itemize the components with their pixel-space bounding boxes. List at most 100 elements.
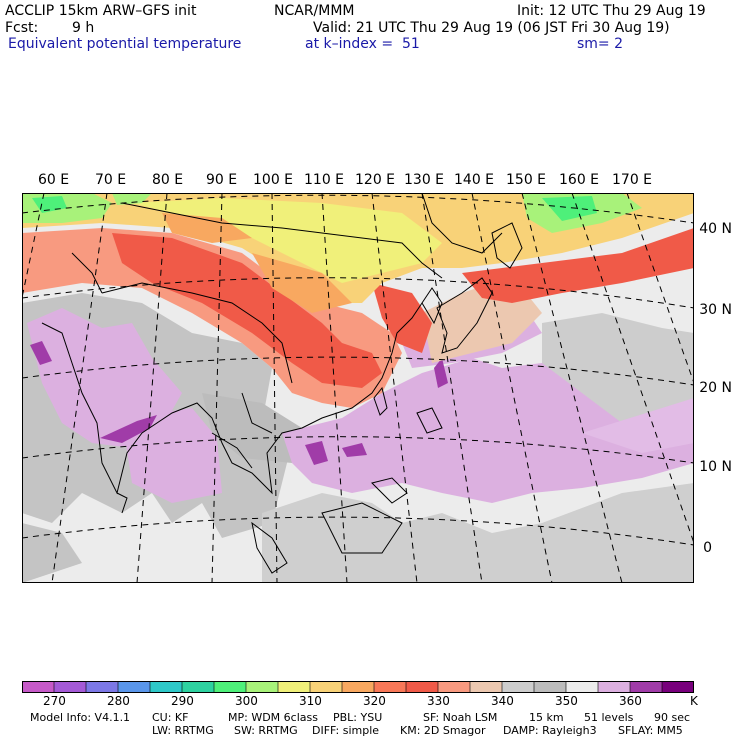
colorbar-cell [309,681,343,693]
colorbar-tick-label: 280 [107,694,130,708]
colorbar-cell [565,681,599,693]
purple-spot [434,358,448,388]
damp-scheme: DAMP: Rayleigh3 [503,724,597,737]
grey-region [202,393,302,463]
level-label: at k–index = 51 [305,36,420,52]
lavender-region [582,398,694,453]
model-info: Model Info: V4.1.1 [30,711,131,724]
mp-scheme: MP: WDM 6class [228,711,318,724]
coastline [373,386,388,416]
lavender-region [282,358,694,503]
border [121,202,443,279]
colorbar-cell [181,681,215,693]
purple-spot [30,341,52,365]
valid-time: Valid: 21 UTC Thu 29 Aug 19 (06 JST Fri … [313,20,670,36]
pbl-scheme: PBL: YSU [333,711,383,724]
border [101,282,293,384]
green-region [112,193,152,205]
colorbar-unit: K [690,694,698,708]
coastline [116,492,128,514]
colorbar-cell [149,681,183,693]
purple-spot [342,443,367,457]
lon-label: 110 E [304,172,345,188]
init-time: Init: 12 UTC Thu 29 Aug 19 [517,3,706,19]
coastline [371,477,408,504]
colorbar-cell [85,681,119,693]
lat-label: 20 N [699,380,732,396]
grey-region [262,483,694,583]
colorbar-cell [213,681,247,693]
red-core [112,233,382,388]
border [71,252,103,294]
border [421,193,503,254]
coastline [416,407,443,434]
colorbar-tick-label: 320 [363,694,386,708]
sw-scheme: SW: RRTMG [234,724,298,737]
colorbar-cell [277,681,311,693]
grid-spacing: 15 km [529,711,564,724]
fcst-value: 9 h [72,20,95,36]
coastline [251,521,288,574]
coastline [436,277,493,354]
latitude-line [22,194,694,224]
colorbar-tick-label: 300 [235,694,258,708]
time-step: 90 sec [654,711,691,724]
sflay-scheme: SFLAY: MM5 [618,724,683,737]
longitude-line [626,193,694,384]
colorbar-cell [533,681,567,693]
colorbar-cell [373,681,407,693]
lon-label: 160 E [559,172,600,188]
lat-label: 40 N [699,221,732,237]
border [211,432,253,469]
colorbar-tick-label: 330 [427,694,450,708]
lat-label: 30 N [699,302,732,318]
map-frame [22,193,694,583]
lon-label: 70 E [95,172,127,188]
longitude-line [521,193,623,583]
lon-label: 90 E [206,172,238,188]
lon-label: 100 E [253,172,294,188]
longitude-line [471,193,553,583]
purple-spot [305,441,328,465]
orange-region [162,213,252,243]
colorbar-tick-label: 360 [619,694,642,708]
colorbar-cell [405,681,439,693]
smooth-label: sm= 2 [577,36,624,52]
coastline [321,502,403,554]
coastline [421,287,443,325]
colorbar-cell [53,681,87,693]
colorbar-tick-label: 350 [555,694,578,708]
border [241,392,273,434]
colorbar-cell [661,681,694,693]
graticule [22,193,694,583]
colorbar-tick-label: 290 [171,694,194,708]
cu-scheme: CU: KF [152,711,189,724]
longitude-line [22,193,45,301]
colorbar-cell [597,681,631,693]
field-name: Equivalent potential temperature [8,36,242,52]
colorbar-cell [341,681,375,693]
colorbar-tick-label: 340 [491,694,514,708]
green-region [542,196,597,221]
lon-label: 170 E [612,172,653,188]
colorbar-cell [469,681,503,693]
orange-region [252,253,352,313]
model-title: ACCLIP 15km ARW–GFS init [5,3,197,19]
grey-region [22,523,82,583]
km-scheme: KM: 2D Smagor [400,724,486,737]
colorbar [22,681,694,693]
red-core [462,228,694,303]
colorbar-frame [22,681,694,693]
diff-scheme: DIFF: simple [312,724,380,737]
fcst-label: Fcst: [5,20,39,36]
lat-label: 0 [703,540,712,556]
coastline [491,222,523,269]
longitude-line [571,193,694,544]
red-core [372,283,432,353]
lon-label: 60 E [38,172,70,188]
lon-label: 150 E [506,172,547,188]
lon-label: 120 E [355,172,396,188]
lon-label: 130 E [404,172,445,188]
org-label: NCAR/MMM [274,3,355,19]
coastlines [41,193,523,574]
